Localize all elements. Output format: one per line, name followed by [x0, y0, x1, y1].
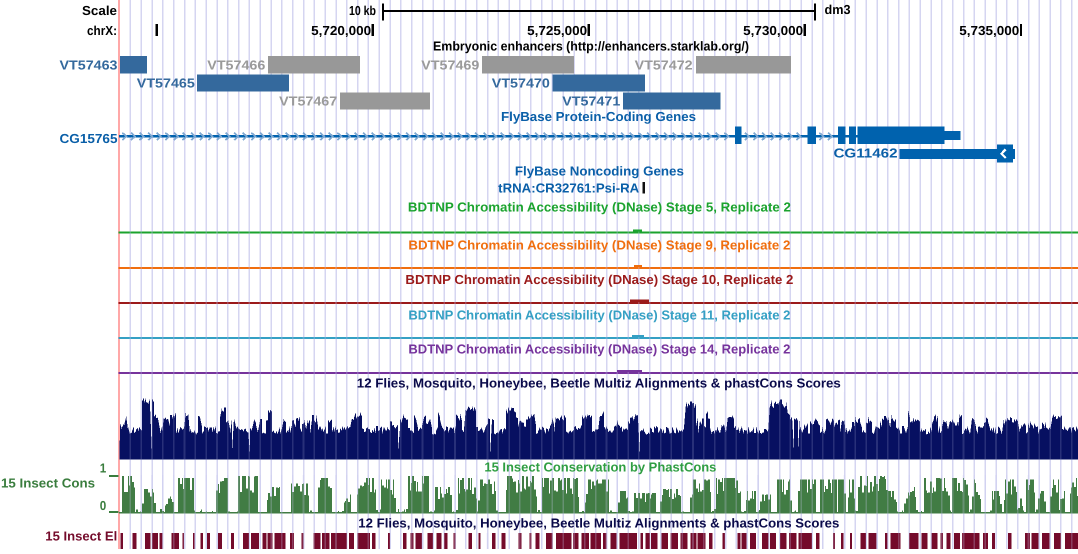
svg-text:5,720,000: 5,720,000 [311, 23, 371, 38]
svg-text:FlyBase Noncoding Genes: FlyBase Noncoding Genes [515, 164, 684, 179]
svg-text:BDTNP Chromatin Accessibility: BDTNP Chromatin Accessibility (DNase) St… [408, 307, 790, 322]
svg-text:VT57467: VT57467 [279, 94, 337, 109]
svg-text:chrX:: chrX: [87, 23, 117, 38]
svg-text:BDTNP Chromatin Accessibility: BDTNP Chromatin Accessibility (DNase) St… [408, 200, 791, 215]
svg-text:5,735,000: 5,735,000 [959, 23, 1019, 38]
svg-text:BDTNP Chromatin Accessibility: BDTNP Chromatin Accessibility (DNase) St… [405, 272, 793, 287]
svg-text:CG11462: CG11462 [834, 146, 898, 161]
svg-text:15 Insect Cons: 15 Insect Cons [1, 476, 95, 491]
svg-text:VT57471: VT57471 [562, 94, 620, 109]
svg-text:5,730,000: 5,730,000 [743, 23, 803, 38]
svg-text:CG15765: CG15765 [60, 131, 118, 146]
svg-text:dm3: dm3 [825, 2, 851, 17]
svg-text:VT57469: VT57469 [421, 58, 479, 73]
svg-text:VT57466: VT57466 [207, 58, 265, 73]
svg-text:10 kb: 10 kb [349, 3, 376, 18]
svg-text:0: 0 [100, 498, 107, 513]
svg-text:12 Flies, Mosquito, Honeybee,: 12 Flies, Mosquito, Honeybee, Beetle Mul… [357, 376, 841, 391]
svg-text:5,725,000: 5,725,000 [527, 23, 587, 38]
svg-text:Scale: Scale [82, 3, 117, 18]
svg-text:Embryonic enhancers (http://en: Embryonic enhancers (http://enhancers.st… [433, 39, 749, 54]
svg-text:VT57472: VT57472 [635, 58, 693, 73]
svg-text:FlyBase Protein-Coding Genes: FlyBase Protein-Coding Genes [501, 109, 696, 124]
svg-text:VT57463: VT57463 [60, 58, 118, 73]
svg-text:VT57470: VT57470 [492, 76, 550, 91]
svg-text:VT57465: VT57465 [137, 76, 195, 91]
svg-text:1: 1 [100, 460, 107, 475]
svg-text:tRNA:CR32761:Psi-RA: tRNA:CR32761:Psi-RA [498, 180, 640, 195]
svg-text:BDTNP Chromatin Accessibility: BDTNP Chromatin Accessibility (DNase) St… [408, 341, 790, 356]
svg-text:12 Flies, Mosquito, Honeybee,: 12 Flies, Mosquito, Honeybee, Beetle Mul… [358, 515, 839, 530]
svg-text:15 Insect El: 15 Insect El [45, 528, 117, 543]
svg-text:15 Insect Conservation by Phas: 15 Insect Conservation by PhastCons [484, 460, 716, 475]
svg-text:BDTNP Chromatin Accessibility: BDTNP Chromatin Accessibility (DNase) St… [408, 238, 790, 253]
